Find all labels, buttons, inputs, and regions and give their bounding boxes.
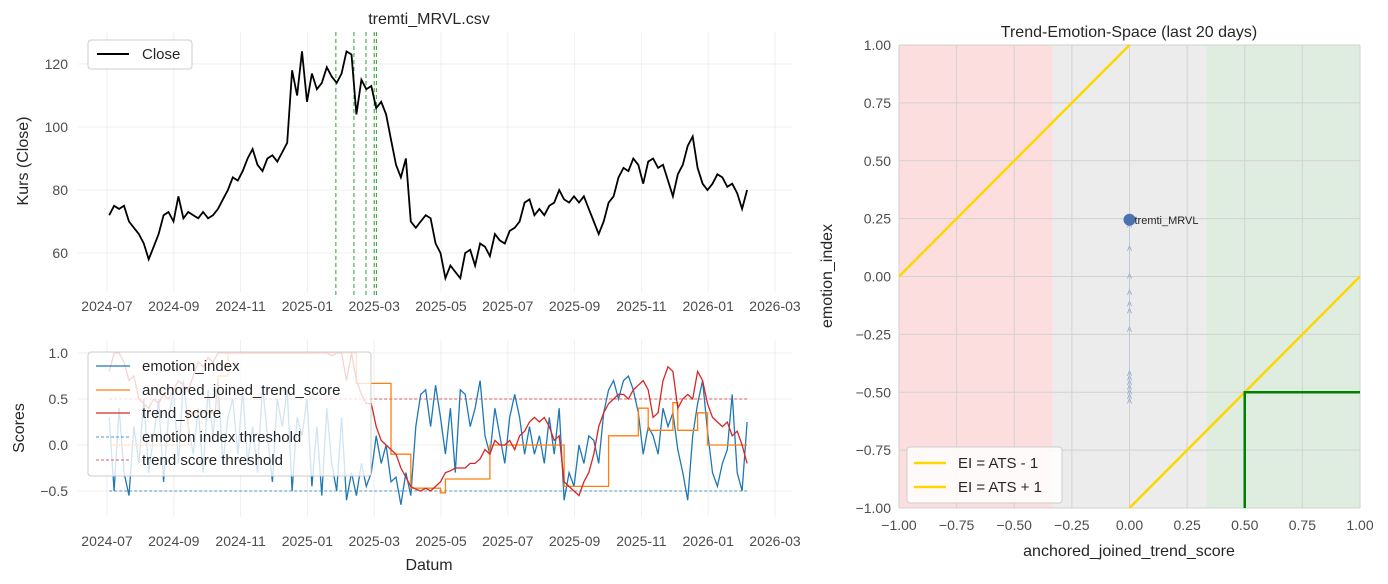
y-tick-label: −0.75 [856, 442, 892, 458]
legend-label: trend score threshold [142, 452, 283, 469]
x-tick-label: 2026-01 [683, 298, 735, 314]
legend-label: emotion index threshold [142, 429, 301, 446]
x-tick-label: 2025-07 [482, 298, 534, 314]
legend-label: EI = ATS + 1 [958, 479, 1042, 496]
x-tick-label: 2024-11 [215, 298, 266, 314]
x-tick-label: 0.75 [1289, 517, 1316, 533]
x-tick-label: 0.00 [1116, 517, 1143, 533]
legend: Close [87, 39, 193, 70]
y-axis-label: emotion_index [819, 224, 836, 328]
y-axis-label: Scores [11, 403, 28, 453]
x-tick-label: 2025-03 [349, 533, 401, 549]
x-tick-label: 2024-09 [148, 298, 200, 314]
x-tick-label: −0.50 [997, 517, 1033, 533]
x-tick-label: 2024-09 [148, 533, 200, 549]
x-tick-label: 2025-11 [616, 298, 667, 314]
x-tick-label: 0.25 [1174, 517, 1201, 533]
y-tick-label: 100 [45, 119, 69, 135]
x-tick-label: −1.00 [881, 517, 917, 533]
x-tick-label: 2025-09 [549, 533, 601, 549]
y-tick-label: 1.00 [864, 37, 891, 53]
x-tick-label: −0.75 [939, 517, 975, 533]
legend: emotion_index anchored_joined_trend_scor… [87, 351, 372, 477]
target-box [1243, 391, 1360, 508]
y-tick-label: −1.00 [856, 500, 892, 516]
x-tick-label: 2025-11 [616, 533, 667, 549]
y-tick-label: 1.0 [49, 345, 69, 361]
legend-label: anchored_joined_trend_score [142, 382, 340, 399]
scores-chart: Scores Datum 2024-07 2024-09 2024-11 2025-0… [11, 340, 801, 574]
x-tick-label: 2025-09 [549, 298, 601, 314]
close-price-chart: tremti_MRVL.csv Kurs (Close) 2024-07 2024… [15, 11, 801, 314]
x-tick-label: 2026-01 [683, 533, 735, 549]
point-label: tremti_MRVL [1135, 215, 1199, 227]
legend: EI = ATS - 1 EI = ATS + 1 [906, 446, 1063, 504]
x-tick-label: 2025-05 [415, 298, 467, 314]
x-tick-label: 2026-03 [749, 298, 801, 314]
x-tick-label: 2024-11 [215, 533, 266, 549]
x-tick-label: 2025-03 [349, 298, 401, 314]
y-tick-label: −0.50 [856, 384, 892, 400]
y-axis-label: Kurs (Close) [15, 117, 32, 206]
chart-title: Trend-Emotion-Space (last 20 days) [1001, 24, 1257, 41]
x-tick-label: −0.25 [1054, 517, 1090, 533]
y-tick-label: 0.00 [864, 269, 891, 285]
x-tick-label: 2024-07 [81, 533, 133, 549]
y-tick-label: 0.0 [49, 437, 69, 453]
legend-label: emotion_index [142, 358, 240, 375]
chart-title: tremti_MRVL.csv [368, 11, 490, 28]
x-tick-label: 2025-05 [415, 533, 467, 549]
current-point [1123, 213, 1136, 226]
x-tick-label: 1.00 [1346, 517, 1373, 533]
y-tick-label: 120 [45, 56, 69, 72]
y-tick-label: 0.25 [864, 211, 891, 227]
close-line [108, 49, 748, 282]
x-axis-label: Datum [405, 557, 452, 574]
y-tick-label: −0.25 [856, 326, 892, 342]
x-tick-label: 2024-07 [81, 298, 133, 314]
x-axis-label: anchored_joined_trend_score [1023, 543, 1235, 560]
y-tick-label: 0.75 [864, 95, 891, 111]
legend-label: EI = ATS - 1 [958, 455, 1038, 472]
diagonal-line [898, 44, 1131, 278]
y-tick-label: 0.50 [864, 153, 891, 169]
x-tick-label: 2026-03 [749, 533, 801, 549]
legend-label: trend_score [142, 405, 221, 422]
y-tick-label: 60 [52, 245, 68, 261]
x-tick-label: 2025-01 [282, 533, 334, 549]
x-tick-label: 0.50 [1231, 517, 1258, 533]
legend-label-close: Close [142, 46, 180, 63]
y-tick-label: −0.5 [40, 483, 68, 499]
trend-emotion-space-chart: Trend-Emotion-Space (last 20 days) ancho… [819, 24, 1374, 560]
y-tick-label: 80 [52, 182, 68, 198]
y-tick-label: 0.5 [49, 391, 69, 407]
x-tick-label: 2025-07 [482, 533, 534, 549]
x-tick-label: 2025-01 [282, 298, 334, 314]
